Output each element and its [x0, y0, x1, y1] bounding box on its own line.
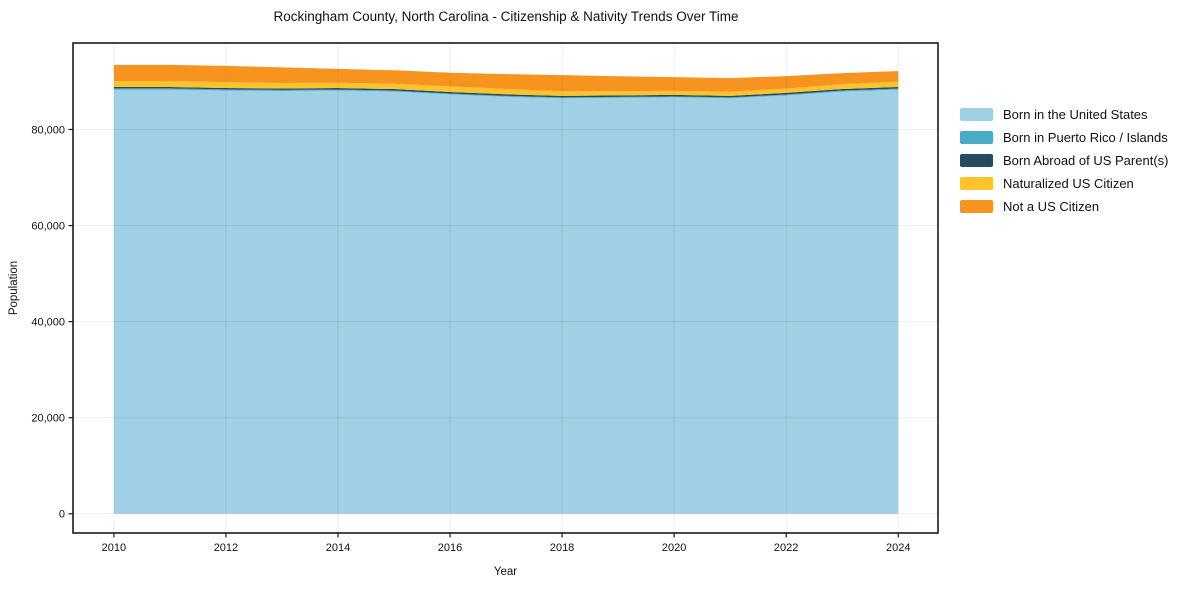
y-tick-label: 20,000: [31, 413, 65, 425]
x-tick-label: 2024: [886, 542, 910, 554]
legend-label: Naturalized US Citizen: [1003, 176, 1134, 191]
gridlines: [73, 43, 938, 533]
legend-swatch-icon: [960, 177, 993, 190]
y-tick-label: 0: [59, 509, 65, 521]
area-series-1: [113, 88, 899, 99]
legend-item-3: Naturalized US Citizen: [960, 172, 1168, 195]
y-tick-label: 40,000: [31, 316, 65, 328]
x-axis-label: Year: [493, 566, 518, 578]
area-series-3: [113, 80, 899, 96]
legend-item-1: Born in Puerto Rico / Islands: [960, 126, 1168, 149]
chart-title: Rockingham County, North Carolina - Citi…: [273, 9, 739, 24]
y-tick-label: 80,000: [31, 124, 65, 136]
stacked-areas: [113, 64, 899, 514]
x-tick-label: 2022: [774, 542, 798, 554]
x-tick-label: 2020: [662, 542, 686, 554]
legend-label: Born in Puerto Rico / Islands: [1003, 130, 1168, 145]
legend-item-2: Born Abroad of US Parent(s): [960, 149, 1168, 172]
legend-item-0: Born in the United States: [960, 103, 1168, 126]
legend-label: Not a US Citizen: [1003, 199, 1100, 214]
axis-ticks: [68, 128, 899, 538]
x-tick-label: 2012: [214, 542, 238, 554]
legend-swatch-icon: [960, 154, 993, 167]
y-axis-label: Population: [8, 260, 20, 316]
x-tick-label: 2018: [550, 542, 574, 554]
legend-swatch-icon: [960, 131, 993, 144]
legend-label: Born in the United States: [1003, 107, 1148, 122]
area-series-0: [113, 89, 899, 514]
x-tick-label: 2010: [102, 542, 126, 554]
legend-swatch-icon: [960, 200, 993, 213]
area-series-2: [113, 86, 899, 98]
area-series-4: [113, 64, 899, 92]
x-tick-label: 2016: [438, 542, 462, 554]
x-tick-label: 2014: [326, 542, 350, 554]
chart-legend: Born in the United States Born in Puerto …: [960, 103, 1168, 218]
legend-label: Born Abroad of US Parent(s): [1003, 153, 1169, 168]
plot-frame: [72, 42, 939, 534]
legend-swatch-icon: [960, 108, 993, 121]
y-tick-label: 60,000: [31, 220, 65, 232]
legend-item-4: Not a US Citizen: [960, 195, 1168, 218]
